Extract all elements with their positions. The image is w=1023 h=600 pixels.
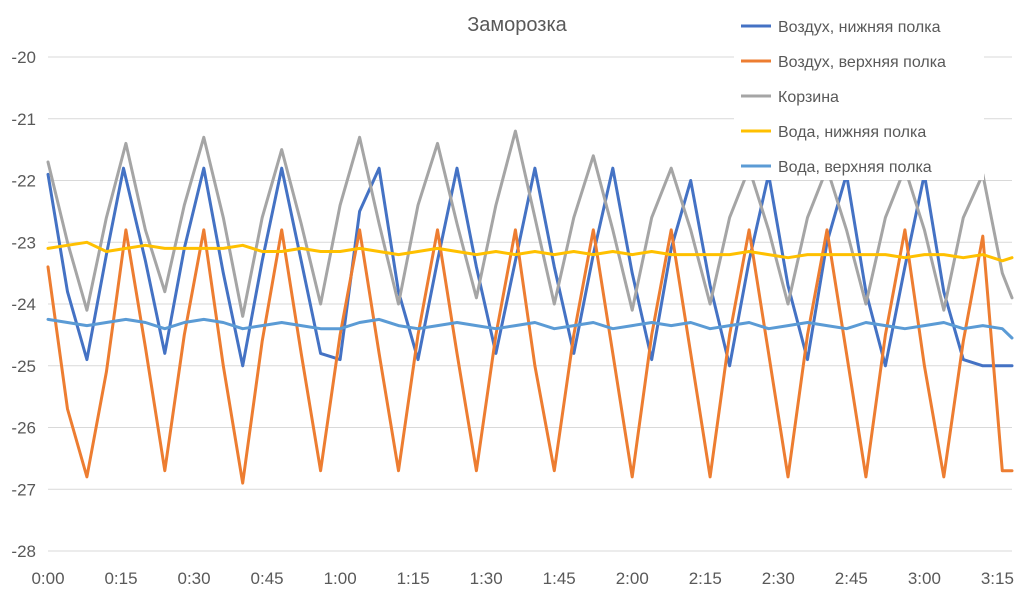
series-lines: [46, 129, 1014, 485]
x-tick-label: 0:30: [178, 569, 211, 588]
x-tick-label: 0:00: [31, 569, 64, 588]
y-tick-label: -25: [11, 357, 36, 376]
series-line-3: [46, 129, 1014, 318]
x-tick-label: 1:15: [397, 569, 430, 588]
y-tick-label: -21: [11, 110, 36, 129]
x-tick-label: 1:45: [543, 569, 576, 588]
x-tick-label: 1:30: [470, 569, 503, 588]
y-tick-label: -27: [11, 480, 36, 499]
x-axis-ticks: 0:00 0:15 0:30 0:45 1:00 1:15 1:30 1:45 2:00 2:15…: [31, 569, 1013, 588]
x-tick-label: 3:15: [981, 569, 1014, 588]
legend: Воздух, нижняя полка Воздух, верхняя полк…: [734, 4, 984, 180]
x-tick-label: 3:00: [908, 569, 941, 588]
x-tick-label: 2:00: [616, 569, 649, 588]
series-line-1: [46, 166, 1014, 368]
y-tick-label: -23: [11, 233, 36, 252]
legend-label: Корзина: [778, 89, 839, 106]
gridlines: [48, 56, 1012, 552]
x-tick-label: 2:15: [689, 569, 722, 588]
x-tick-label: 1:00: [324, 569, 357, 588]
legend-label: Воздух, нижняя полка: [778, 19, 941, 36]
series-line-5: [46, 317, 1014, 340]
chart-title: Заморозка: [467, 14, 567, 36]
y-tick-label: -20: [11, 48, 36, 67]
x-tick-label: 2:30: [762, 569, 795, 588]
x-tick-label: 2:45: [835, 569, 868, 588]
series-line-4: [46, 240, 1014, 263]
y-tick-label: -26: [11, 419, 36, 438]
y-tick-label: -28: [11, 542, 36, 561]
legend-label: Вода, верхняя полка: [778, 159, 932, 176]
y-tick-label: -22: [11, 172, 36, 191]
x-tick-label: 0:15: [104, 569, 137, 588]
y-axis-ticks: -28 -27 -26 -25 -24 -23 -22 -21 -20: [11, 48, 36, 561]
legend-label: Воздух, верхняя полка: [778, 54, 946, 71]
y-tick-label: -24: [11, 295, 36, 314]
legend-background: [734, 4, 984, 180]
x-tick-label: 0:45: [251, 569, 284, 588]
legend-label: Вода, нижняя полка: [778, 124, 926, 141]
series-line-2: [46, 228, 1014, 485]
